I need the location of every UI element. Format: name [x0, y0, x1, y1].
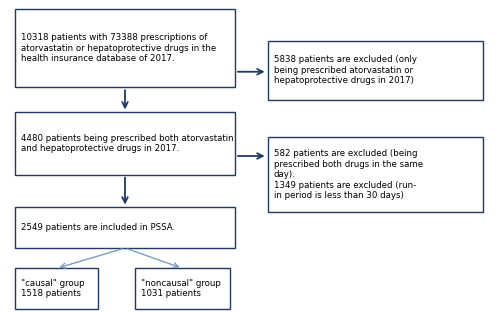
FancyBboxPatch shape [268, 137, 482, 212]
FancyBboxPatch shape [135, 268, 230, 309]
FancyBboxPatch shape [15, 268, 98, 309]
Text: 5838 patients are excluded (only
being prescribed atorvastatin or
hepatoprotecti: 5838 patients are excluded (only being p… [274, 55, 416, 85]
Text: 10318 patients with 73388 prescriptions of
atorvastatin or hepatoprotective drug: 10318 patients with 73388 prescriptions … [21, 33, 216, 63]
Text: "noncausal" group
1031 patients: "noncausal" group 1031 patients [141, 279, 221, 298]
FancyBboxPatch shape [15, 9, 235, 87]
Text: 582 patients are excluded (being
prescribed both drugs in the same
day).
1349 pa: 582 patients are excluded (being prescri… [274, 149, 422, 200]
FancyBboxPatch shape [15, 207, 235, 248]
FancyBboxPatch shape [15, 112, 235, 175]
Text: 2549 patients are included in PSSA.: 2549 patients are included in PSSA. [21, 223, 175, 232]
Text: 4480 patients being prescribed both atorvastatin
and hepatoprotective drugs in 2: 4480 patients being prescribed both ator… [21, 134, 234, 153]
Text: "causal" group
1518 patients: "causal" group 1518 patients [21, 279, 84, 298]
FancyBboxPatch shape [268, 41, 482, 100]
